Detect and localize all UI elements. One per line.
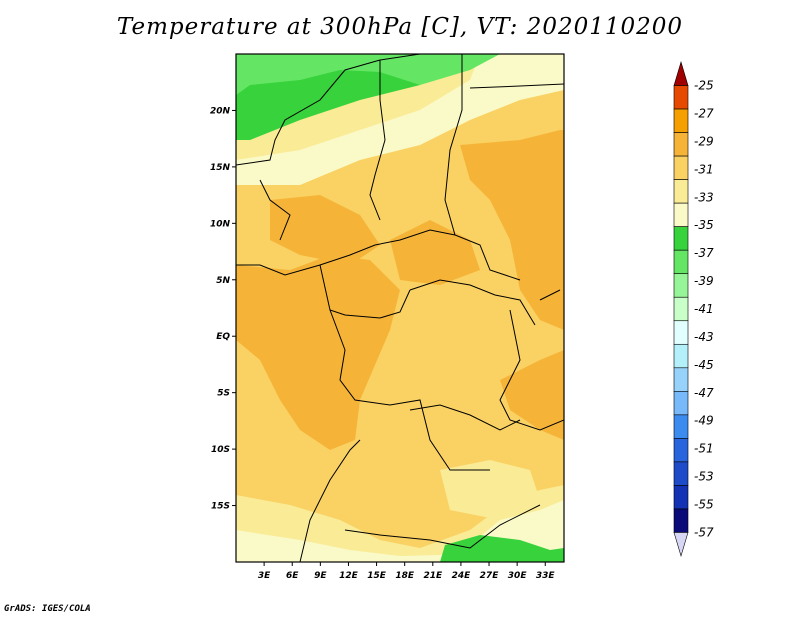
colorbar-bottom-triangle <box>673 532 689 558</box>
lat-tick-label: 5N <box>216 276 230 286</box>
lat-tick-label: 20N <box>210 106 231 116</box>
colorbar-label: -25 <box>694 79 714 93</box>
lon-tick-label: 15E <box>367 571 387 581</box>
colorbar-swatch <box>673 155 689 180</box>
colorbar-label: -39 <box>694 274 714 288</box>
colorbar-label: -37 <box>694 246 714 260</box>
longitude-axis: 3E 6E 9E 12E 15E 18E 21E 24E 27E 30E 33E <box>258 562 556 581</box>
colorbar-label: -55 <box>694 498 714 512</box>
colorbar-swatch <box>673 202 689 227</box>
colorbar-swatch <box>673 508 689 533</box>
colorbar-label: -49 <box>694 414 714 428</box>
colorbar-swatch <box>673 343 689 369</box>
colorbar-label: -43 <box>694 330 714 344</box>
colorbar-label: -35 <box>694 218 714 232</box>
country-borders <box>236 54 564 562</box>
colorbar-swatch <box>673 367 689 392</box>
colorbar-swatch <box>673 320 689 345</box>
colorbar-swatch <box>673 179 689 204</box>
lat-tick-label: EQ <box>216 332 230 342</box>
lon-tick-label: 30E <box>508 571 528 581</box>
colorbar-swatch <box>673 296 689 322</box>
lon-tick-label: 9E <box>314 571 327 581</box>
colorbar-swatch <box>673 461 689 486</box>
colorbar-label: -27 <box>694 106 714 120</box>
colorbar-label: -47 <box>694 386 714 400</box>
colorbar-label: -31 <box>694 162 714 176</box>
colorbar-swatch <box>673 108 689 133</box>
lat-tick-label: 10S <box>211 445 230 455</box>
colorbar-swatch <box>673 249 689 275</box>
lat-tick-label: 15N <box>210 163 231 173</box>
temperature-field <box>236 54 564 562</box>
lon-tick-label: 18E <box>395 571 415 581</box>
lon-tick-label: 3E <box>258 571 271 581</box>
colorbar: -25 -27 -29 -31 -33 -35 -37 -39 -41 -43 -45 -47 -49 -… <box>673 60 714 558</box>
colorbar-top-triangle <box>673 60 689 86</box>
colorbar-swatch <box>673 414 689 439</box>
lon-tick-label: 12E <box>339 571 359 581</box>
grads-credit: GrADS: IGES/COLA <box>4 604 91 614</box>
colorbar-swatch <box>673 226 689 251</box>
colorbar-swatch <box>673 485 689 510</box>
lat-tick-label: 5S <box>217 389 230 399</box>
colorbar-label: -53 <box>694 470 714 484</box>
lon-tick-label: 27E <box>480 571 500 581</box>
colorbar-label: -45 <box>694 358 714 372</box>
lon-tick-label: 21E <box>423 571 443 581</box>
map-frame <box>235 53 565 563</box>
colorbar-swatch <box>673 85 689 110</box>
colorbar-label: -41 <box>694 302 714 316</box>
lat-tick-label: 10N <box>210 219 231 229</box>
colorbar-label: -33 <box>694 190 714 204</box>
lat-tick-label: 15S <box>211 502 230 512</box>
colorbar-swatch <box>673 438 689 463</box>
latitude-axis: 20N 15N 10N 5N EQ 5S 10S 15S <box>210 106 236 512</box>
colorbar-label: -29 <box>694 134 714 148</box>
colorbar-label: -51 <box>694 442 714 456</box>
colorbar-swatch <box>673 391 689 416</box>
colorbar-label: -57 <box>694 525 714 539</box>
lon-tick-label: 33E <box>536 571 556 581</box>
colorbar-swatch <box>673 132 689 157</box>
colorbar-swatch <box>673 273 689 298</box>
lon-tick-label: 24E <box>452 571 472 581</box>
map-title: Temperature at 300hPa [C], VT: 202011020… <box>116 14 684 40</box>
lon-tick-label: 6E <box>286 571 299 581</box>
